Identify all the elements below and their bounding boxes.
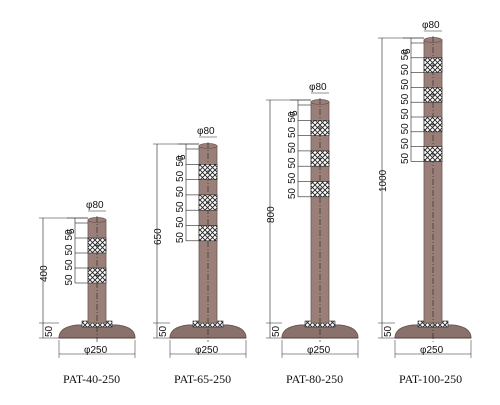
segment-label: 50 (175, 155, 186, 167)
segment-label: 50 (175, 232, 186, 244)
top-diameter: φ80 (197, 126, 215, 137)
top-diameter: φ80 (309, 82, 327, 93)
overall-height: 400 (39, 265, 50, 282)
base-diameter: φ250 (195, 345, 219, 356)
segment-label: 50 (175, 216, 186, 228)
plus-mark (206, 231, 210, 236)
segment-label: 50 (175, 186, 186, 198)
segment-label: 50 (64, 259, 75, 271)
segment-label: 50 (175, 170, 186, 182)
plus-mark (431, 122, 435, 127)
post-3 (266, 92, 359, 358)
plus-mark (206, 200, 210, 205)
segment-label: 50 (400, 93, 411, 105)
segment-label: 50 (287, 126, 298, 138)
segment-label: 50 (400, 123, 411, 135)
plus-mark (431, 152, 435, 156)
segment-label: 50 (400, 64, 411, 76)
post-2 (153, 136, 247, 358)
base-diameter: φ250 (307, 345, 331, 356)
plus-mark (318, 156, 322, 161)
base-diameter: φ250 (420, 345, 444, 356)
segment-label: 50 (400, 138, 411, 150)
base-height: 50 (44, 325, 55, 337)
post-1 (39, 210, 136, 358)
post-base (394, 324, 472, 339)
segment-label: 50 (64, 274, 75, 286)
plus-mark (431, 92, 435, 97)
segment-label: 50 (287, 111, 298, 123)
model-label: PAT-65-250 (174, 372, 231, 386)
top-gap-label: 5 (66, 228, 77, 234)
segment-label: 50 (400, 152, 411, 164)
post-4 (378, 30, 472, 358)
base-height: 50 (383, 325, 394, 337)
top-diameter: φ80 (422, 20, 440, 31)
model-label: PAT-100-250 (399, 372, 462, 386)
segment-label: 50 (400, 108, 411, 120)
base-diameter: φ250 (84, 345, 108, 356)
plus-mark (95, 273, 99, 278)
segment-label: 50 (64, 244, 75, 256)
segment-label: 50 (400, 78, 411, 90)
overall-height: 1000 (378, 169, 389, 192)
base-height: 50 (158, 325, 169, 337)
top-gap-label: 5 (289, 110, 300, 116)
top-diameter: φ80 (86, 200, 104, 211)
plus-mark (318, 187, 322, 192)
segment-label: 50 (287, 172, 298, 184)
model-label: PAT-40-250 (63, 372, 120, 386)
overall-height: 800 (266, 206, 277, 223)
segment-label: 50 (175, 201, 186, 213)
plus-mark (318, 125, 322, 130)
segment-label: 50 (64, 229, 75, 241)
top-gap-label: 5 (402, 48, 413, 54)
model-label: PAT-80-250 (286, 372, 343, 386)
top-gap-label: 5 (177, 154, 188, 160)
segment-label: 50 (287, 188, 298, 200)
segment-label: 50 (287, 142, 298, 154)
segment-label: 50 (287, 157, 298, 169)
plus-mark (431, 63, 435, 68)
overall-height: 650 (153, 228, 164, 245)
segment-label: 50 (400, 49, 411, 61)
plus-mark (206, 169, 210, 174)
plus-mark (95, 243, 99, 248)
base-height: 50 (271, 325, 282, 337)
